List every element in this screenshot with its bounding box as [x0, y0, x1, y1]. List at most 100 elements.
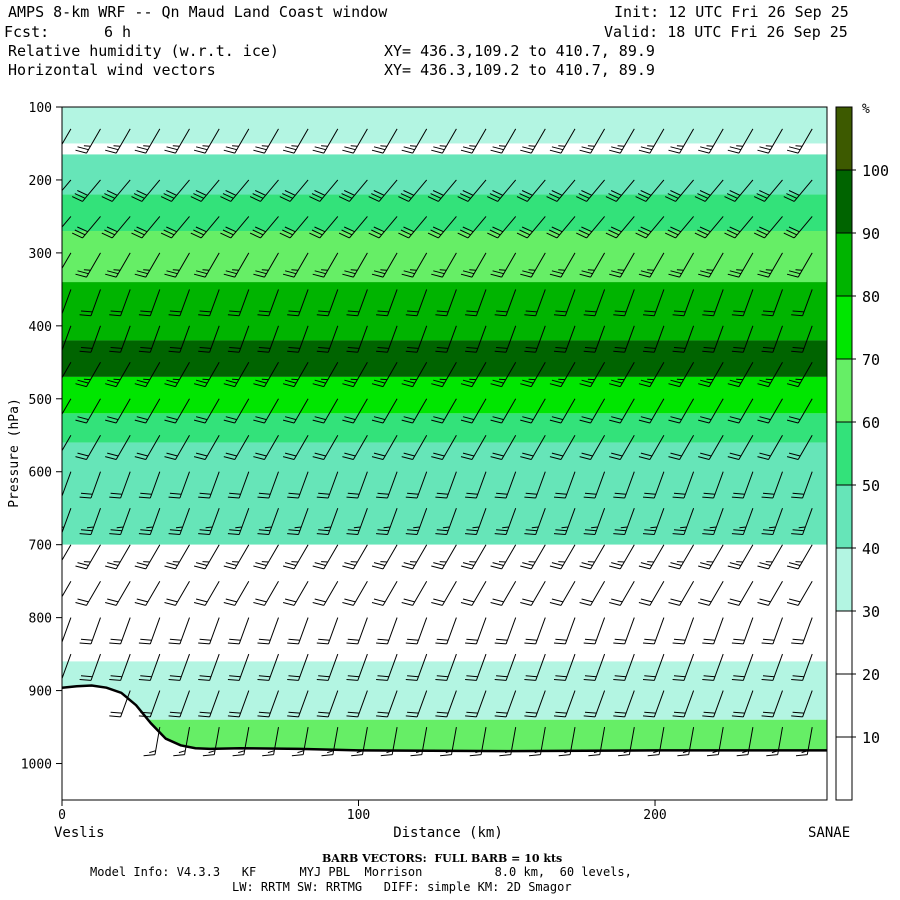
wind-barb — [62, 653, 72, 680]
wind-barb — [398, 216, 428, 239]
wind-barb — [609, 362, 635, 388]
wind-barb — [490, 362, 517, 388]
wind-barb — [401, 362, 428, 388]
wind-barb — [727, 128, 754, 154]
y-tick-label: 700 — [29, 539, 52, 554]
wind-barb — [783, 179, 813, 202]
y-tick-label: 1000 — [21, 758, 52, 773]
wind-barb — [105, 580, 131, 606]
wind-barb — [553, 653, 576, 681]
wind-barb — [724, 179, 754, 202]
wind-barb — [173, 727, 190, 757]
wind-barb — [62, 325, 72, 352]
colorbar-unit: % — [862, 102, 870, 117]
wind-barb — [193, 398, 220, 424]
wind-barb — [791, 508, 813, 535]
wind-barb — [431, 580, 457, 606]
wind-barb — [282, 252, 309, 278]
wind-barb — [435, 471, 457, 499]
wind-barb — [431, 435, 457, 460]
wind-barb — [109, 690, 131, 718]
wind-barb — [757, 435, 783, 460]
wind-barb — [520, 252, 546, 278]
wind-barb — [282, 580, 309, 606]
wind-barb — [138, 617, 161, 645]
wind-barb — [134, 362, 161, 388]
wind-barb — [223, 128, 250, 154]
wind-barb — [312, 435, 339, 460]
wind-barb — [62, 252, 72, 270]
wind-barb — [287, 471, 309, 499]
wind-barb — [435, 653, 457, 681]
wind-barb — [227, 289, 250, 317]
wind-barb — [638, 544, 665, 570]
wind-barb — [520, 398, 546, 424]
wind-barb — [282, 435, 309, 460]
wind-barb — [664, 179, 694, 202]
wind-barb — [494, 471, 517, 499]
wind-barb — [198, 653, 220, 681]
wind-barb — [405, 690, 428, 718]
colorbar-swatch — [836, 107, 852, 170]
wind-barb — [164, 435, 190, 460]
wind-barb — [223, 252, 250, 278]
wind-barb — [613, 508, 635, 535]
wind-barb — [198, 690, 220, 718]
colorbar-tick-label: 30 — [862, 603, 880, 621]
wind-barb — [198, 325, 220, 353]
colorbar-swatch — [836, 170, 852, 233]
wind-barb — [75, 580, 101, 606]
chart-title: AMPS 8-km WRF -- Qn Maud Land Coast wind… — [8, 3, 388, 21]
wind-barb — [791, 690, 813, 718]
wind-barb — [698, 435, 724, 460]
wind-barb — [549, 252, 576, 278]
wind-barb — [524, 471, 546, 499]
wind-barb — [220, 216, 250, 239]
wind-barb — [435, 289, 457, 317]
wind-barb — [435, 617, 457, 645]
wind-barb — [223, 580, 250, 606]
wind-barb — [257, 690, 279, 718]
wind-barb — [668, 362, 695, 388]
wind-barb — [405, 508, 428, 535]
wind-barb — [613, 617, 635, 645]
wind-barb — [460, 128, 487, 154]
wind-barb — [134, 398, 161, 424]
wind-barb — [638, 580, 665, 606]
wind-barb — [672, 471, 695, 499]
wind-barb — [342, 252, 368, 278]
field-name-rh: Relative humidity (w.r.t. ice) — [8, 42, 279, 60]
wind-barb — [783, 216, 813, 239]
wind-barb — [487, 216, 517, 239]
wind-barb — [75, 544, 101, 570]
wind-barb — [257, 617, 279, 645]
wind-barb — [312, 128, 339, 154]
wind-barb — [279, 179, 309, 202]
wind-barb — [635, 179, 665, 202]
wind-barb — [638, 362, 665, 388]
wind-barb — [546, 216, 576, 239]
wind-barb — [346, 690, 368, 718]
x-start-label: Veslis — [54, 825, 105, 841]
wind-barb — [465, 508, 487, 535]
wind-barb — [253, 252, 279, 278]
wind-barb — [62, 508, 72, 535]
wind-barb — [101, 216, 131, 239]
colorbar-tick-label: 90 — [862, 225, 880, 243]
wind-barb — [257, 325, 279, 353]
wind-barb — [312, 252, 339, 278]
wind-barb — [664, 216, 694, 239]
forecast-hour: 6 h — [104, 23, 132, 41]
wind-barb — [490, 435, 517, 460]
wind-barb — [638, 398, 665, 424]
rh-band — [62, 154, 827, 195]
wind-barb — [168, 653, 190, 681]
wind-barb — [786, 128, 813, 154]
wind-barb — [105, 544, 131, 570]
wind-barb — [71, 179, 101, 202]
wind-barb — [524, 508, 546, 535]
forecast-label: Fcst: — [4, 23, 50, 41]
wind-barb — [346, 617, 368, 645]
colorbar-tick-label: 70 — [862, 351, 880, 369]
wind-barb — [376, 325, 398, 353]
